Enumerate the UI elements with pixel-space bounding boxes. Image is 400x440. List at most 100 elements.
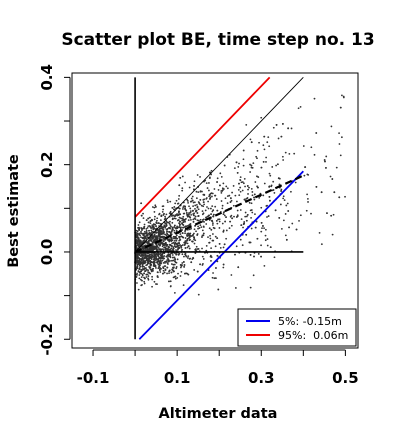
scatter-point (184, 252, 187, 255)
scatter-point (150, 258, 153, 261)
scatter-point (155, 256, 158, 259)
scatter-point (137, 224, 140, 226)
scatter-point (138, 254, 141, 256)
scatter-point (230, 274, 233, 276)
scatter-point (143, 225, 146, 228)
scatter-point (170, 240, 173, 242)
scatter-point (266, 141, 269, 144)
scatter-point (144, 253, 147, 256)
scatter-point (139, 258, 141, 260)
x-tick-label: 0.1 (164, 369, 191, 387)
scatter-point (193, 180, 196, 183)
scatter-point (189, 211, 192, 214)
scatter-point (256, 157, 258, 160)
scatter-point (251, 191, 254, 193)
scatter-point (216, 254, 219, 257)
scatter-point (190, 200, 193, 203)
scatter-point (253, 196, 255, 199)
scatter-point (163, 212, 165, 215)
scatter-point (210, 169, 213, 172)
scatter-point (138, 233, 141, 236)
scatter-point (157, 258, 160, 261)
scatter-point (254, 213, 256, 216)
scatter-point (191, 210, 194, 212)
scatter-point (245, 123, 248, 126)
scatter-point (260, 244, 262, 247)
scatter-point (144, 277, 146, 280)
scatter-point (166, 272, 168, 275)
scatter-point (191, 195, 194, 198)
scatter-point (218, 218, 221, 221)
scatter-point (217, 218, 220, 221)
scatter-point (195, 197, 198, 200)
scatter-point (190, 214, 193, 216)
scatter-point (252, 274, 255, 277)
scatter-point (202, 201, 205, 204)
scatter-point (172, 256, 174, 259)
scatter-point (263, 148, 266, 151)
scatter-point (307, 197, 309, 200)
scatter-point (211, 210, 214, 213)
scatter-point (153, 260, 155, 263)
scatter-point (182, 224, 185, 226)
scatter-point (147, 257, 150, 259)
scatter-point (162, 232, 165, 235)
scatter-point (210, 213, 212, 216)
scatter-point (214, 194, 217, 197)
scatter-point (163, 225, 166, 228)
scatter-point (184, 181, 186, 184)
scatter-point (156, 271, 159, 274)
scatter-point (203, 203, 206, 206)
scatter-point (167, 239, 170, 242)
scatter-point (275, 124, 278, 126)
scatter-point (218, 227, 221, 229)
scatter-point (138, 243, 141, 246)
scatter-point (329, 175, 332, 178)
scatter-point (159, 219, 162, 222)
scatter-point (162, 226, 165, 229)
scatter-point (138, 274, 141, 276)
scatter-point (338, 196, 341, 199)
scatter-point (173, 217, 176, 220)
scatter-point (201, 255, 204, 258)
scatter-point (165, 231, 168, 233)
scatter-point (186, 200, 189, 202)
scatter-point (199, 190, 202, 193)
scatter-point (145, 276, 148, 278)
scatter-point (153, 211, 156, 213)
scatter-point (175, 253, 178, 256)
scatter-point (190, 218, 192, 221)
scatter-point (247, 193, 249, 195)
scatter-point (149, 268, 152, 271)
scatter-point (244, 215, 247, 218)
scatter-point (143, 282, 146, 285)
scatter-point (211, 219, 213, 222)
scatter-point (158, 213, 160, 216)
scatter-point (182, 226, 185, 229)
scatter-point (174, 246, 177, 248)
scatter-point (256, 175, 258, 178)
scatter-point (275, 164, 278, 167)
scatter-point (186, 246, 189, 249)
scatter-point (137, 256, 140, 259)
scatter-point (165, 225, 168, 228)
scatter-point (184, 207, 186, 210)
scatter-point (201, 190, 203, 193)
scatter-point (141, 261, 144, 264)
regression-dashed-line (134, 174, 304, 253)
scatter-point (208, 177, 211, 180)
scatter-point (242, 158, 245, 161)
scatter-point (208, 195, 210, 198)
scatter-point (310, 212, 312, 215)
identity-line (134, 77, 304, 253)
scatter-point (159, 271, 162, 273)
scatter-point (180, 245, 182, 248)
scatter-point (195, 190, 198, 193)
scatter-point (255, 220, 258, 223)
scatter-point (199, 224, 202, 227)
scatter-point (178, 235, 180, 238)
scatter-point (178, 184, 181, 187)
scatter-point (168, 269, 171, 272)
scatter-point (243, 222, 245, 225)
scatter-point (272, 126, 275, 129)
